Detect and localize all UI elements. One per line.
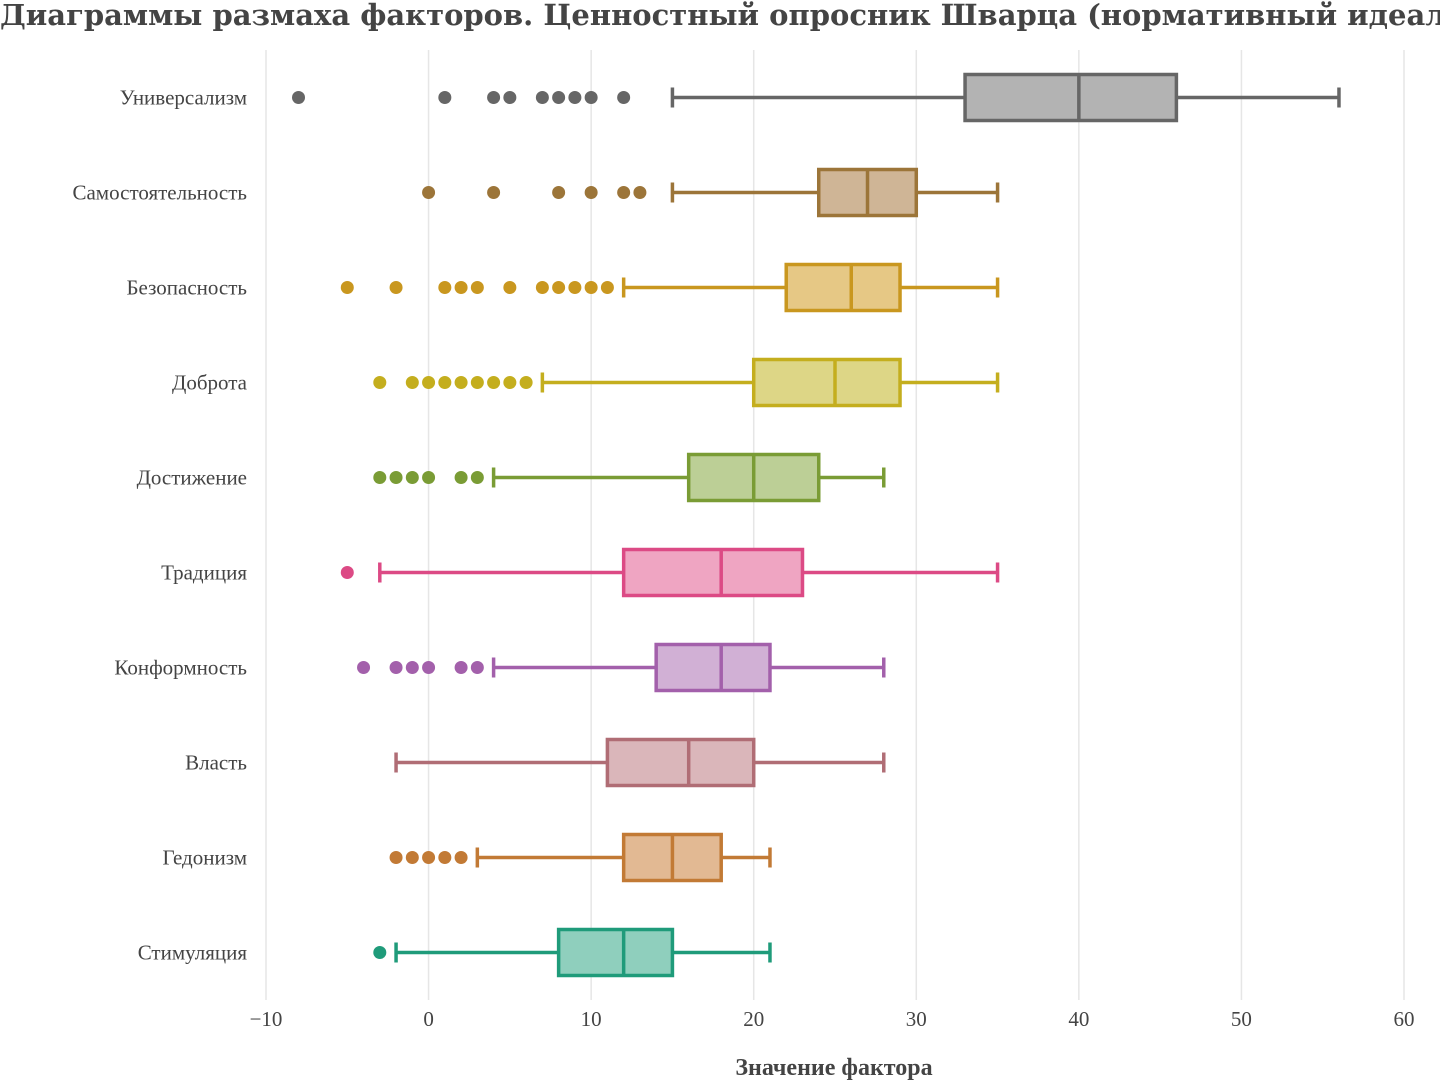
chart-title: Диаграммы размаха факторов. Ценностный о… [0, 0, 1440, 32]
outlier-point [422, 186, 436, 199]
outlier-point [422, 661, 436, 674]
outlier-point [454, 376, 468, 389]
outlier-point [617, 186, 631, 199]
y-category-label: Универсализм [120, 86, 247, 110]
x-tick-label: 50 [1231, 1007, 1252, 1031]
outlier-point [454, 471, 468, 484]
box-iqr [784, 262, 902, 313]
outlier-point [373, 376, 387, 389]
outlier-point [405, 851, 419, 864]
box-group [340, 547, 1000, 598]
outlier-point [389, 661, 403, 674]
box-group [357, 642, 886, 693]
outlier-point [503, 281, 517, 294]
outlier-point [600, 281, 614, 294]
box-iqr [556, 927, 675, 978]
box-group [292, 72, 1341, 123]
outlier-point [422, 471, 436, 484]
outlier-point [405, 471, 419, 484]
x-tick-label: 20 [743, 1007, 764, 1031]
outlier-point [438, 376, 452, 389]
x-tick-label: 0 [423, 1007, 434, 1031]
outlier-point [503, 91, 517, 104]
x-tick-label: 60 [1394, 1007, 1415, 1031]
box-group [373, 927, 772, 978]
outlier-point [357, 661, 371, 674]
outlier-point [584, 186, 598, 199]
y-category-label: Безопасность [126, 276, 247, 300]
outlier-point [340, 566, 354, 579]
outlier-point [405, 376, 419, 389]
outlier-point [454, 851, 468, 864]
outlier-point [552, 186, 566, 199]
outlier-point [292, 91, 306, 104]
box-iqr [751, 357, 902, 408]
outlier-point [552, 281, 566, 294]
outlier-point [340, 281, 354, 294]
y-category-label: Самостоятельность [72, 181, 247, 205]
outlier-point [438, 281, 452, 294]
outlier-point [389, 471, 403, 484]
box-group [422, 167, 1000, 218]
outlier-point [454, 661, 468, 674]
outlier-point [487, 91, 501, 104]
outlier-point [552, 91, 566, 104]
outlier-point [373, 946, 387, 959]
outlier-point [584, 281, 598, 294]
box-iqr [654, 642, 772, 693]
outlier-point [487, 186, 501, 199]
outlier-point [389, 851, 403, 864]
y-category-label: Традиция [161, 561, 247, 585]
outlier-point [470, 661, 484, 674]
outlier-point [633, 186, 647, 199]
outlier-point [454, 281, 468, 294]
box-group [373, 357, 1000, 408]
outlier-point [487, 376, 501, 389]
outlier-point [373, 471, 387, 484]
outlier-point [503, 376, 517, 389]
outlier-point [470, 471, 484, 484]
y-category-label: Конформность [114, 656, 247, 680]
x-axis-label: Значение фактора [735, 1055, 932, 1080]
outlier-point [568, 91, 582, 104]
outlier-point [438, 851, 452, 864]
y-category-label: Власть [185, 751, 247, 775]
outlier-point [568, 281, 582, 294]
box-iqr [621, 547, 805, 598]
box-group [389, 832, 772, 883]
x-tick-label: 40 [1068, 1007, 1089, 1031]
y-axis-categories: Универсализм Самостоятельность Безопасност… [72, 86, 247, 965]
y-category-label: Достижение [137, 466, 247, 490]
box-series [292, 72, 1341, 978]
x-axis-ticks: −10 0 10 20 30 40 50 60 [250, 1007, 1415, 1031]
outlier-point [617, 91, 631, 104]
outlier-point [422, 376, 436, 389]
y-category-label: Стимуляция [138, 941, 248, 965]
outlier-point [535, 91, 549, 104]
x-tick-label: −10 [250, 1007, 283, 1031]
box-group [340, 262, 1000, 313]
outlier-point [584, 91, 598, 104]
y-category-label: Доброта [172, 371, 248, 395]
outlier-point [535, 281, 549, 294]
x-tick-label: 10 [581, 1007, 602, 1031]
outlier-point [519, 376, 533, 389]
outlier-point [470, 281, 484, 294]
y-category-label: Гедонизм [162, 846, 247, 870]
outlier-point [405, 661, 419, 674]
x-tick-label: 30 [906, 1007, 927, 1031]
outlier-point [422, 851, 436, 864]
box-iqr [605, 737, 756, 788]
outlier-point [389, 281, 403, 294]
box-group [373, 452, 886, 503]
outlier-point [470, 376, 484, 389]
outlier-point [438, 91, 452, 104]
box-iqr [963, 72, 1179, 123]
box-group [394, 737, 886, 788]
